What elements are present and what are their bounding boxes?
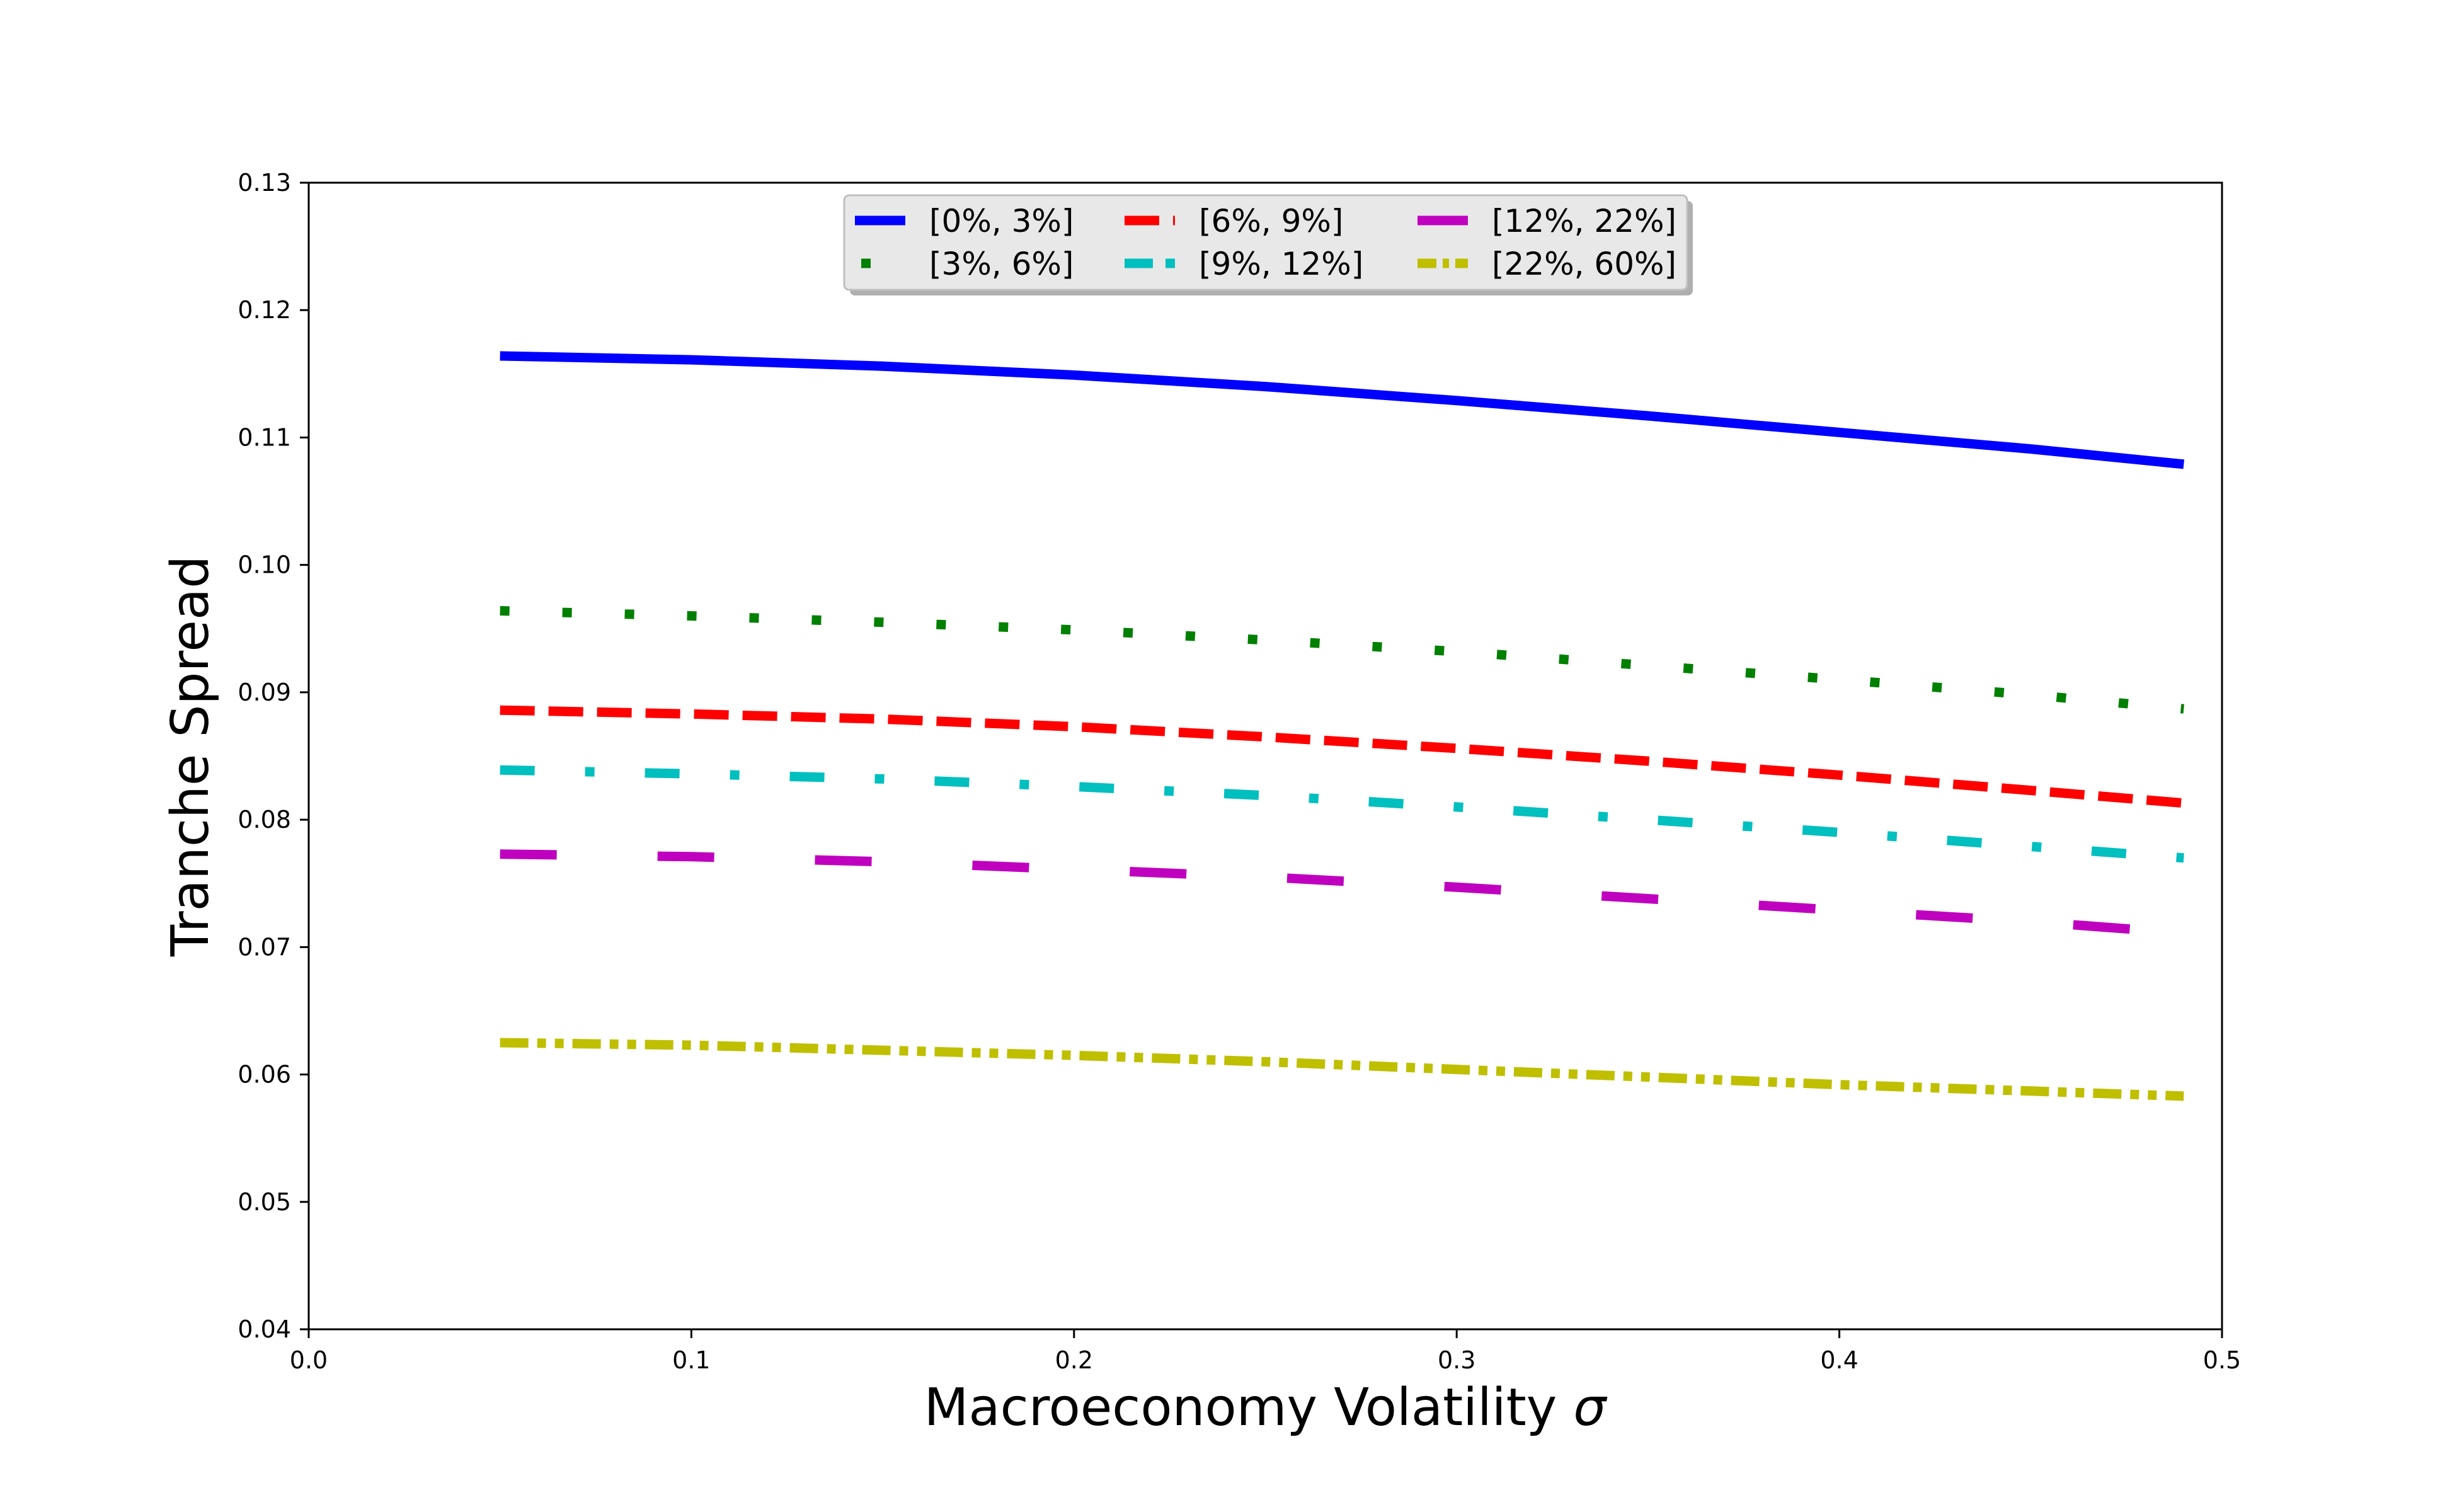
x-axis-ticks: 0.0 0.1 0.2 0.3 0.4 0.5 xyxy=(290,1329,2241,1374)
y-axis-ticks: 0.04 0.05 0.06 0.07 0.08 0.09 0.10 0.11 0.12 0.13 xyxy=(238,169,309,1343)
legend-label: [9%, 12%] xyxy=(1199,246,1363,282)
legend-box xyxy=(843,194,1688,291)
x-tick-label: 0.5 xyxy=(2203,1346,2241,1374)
series-line xyxy=(500,351,2185,469)
legend-label: [22%, 60%] xyxy=(1492,246,1676,282)
x-tick-label: 0.3 xyxy=(1438,1346,1475,1374)
y-tick-label: 0.09 xyxy=(238,679,291,706)
y-tick-label: 0.05 xyxy=(238,1188,291,1216)
x-tick-label: 0.4 xyxy=(1820,1346,1858,1374)
y-tick-label: 0.11 xyxy=(238,423,291,451)
x-tick-label: 0.0 xyxy=(290,1346,328,1374)
y-tick-label: 0.06 xyxy=(238,1061,291,1089)
series-line xyxy=(500,849,2184,938)
x-axis-title: Macroeconomy Volatility σ xyxy=(924,1378,1608,1438)
y-tick-label: 0.12 xyxy=(238,296,291,324)
series-layer xyxy=(500,351,2185,1101)
x-tick-label: 0.1 xyxy=(672,1346,710,1374)
legend-label: [12%, 22%] xyxy=(1492,203,1676,239)
series-line xyxy=(500,705,2184,808)
legend-label: [3%, 6%] xyxy=(929,246,1074,282)
y-tick-label: 0.13 xyxy=(238,169,291,197)
x-axis-title-symbol: σ xyxy=(1573,1378,1608,1438)
x-tick-label: 0.2 xyxy=(1055,1346,1093,1374)
series-line xyxy=(500,1038,2184,1101)
legend-items: [0%, 3%] [3%, 6%] [6%, 9%] [9%, 12%] [12%, 2… xyxy=(855,203,1676,282)
legend-label: [6%, 9%] xyxy=(1199,203,1343,239)
y-tick-label: 0.04 xyxy=(238,1315,291,1343)
y-tick-label: 0.07 xyxy=(238,933,291,961)
plot-frame xyxy=(307,181,2223,1331)
y-axis-title: Tranche Spread xyxy=(161,556,220,957)
series-line xyxy=(500,606,2184,714)
legend-label: [0%, 3%] xyxy=(929,203,1074,239)
x-axis-title-text: Macroeconomy Volatility xyxy=(924,1378,1557,1438)
y-tick-label: 0.08 xyxy=(238,806,291,833)
legend: [0%, 3%] [3%, 6%] [6%, 9%] [9%, 12%] [12%, 2… xyxy=(843,194,1693,295)
y-tick-label: 0.10 xyxy=(238,551,291,579)
